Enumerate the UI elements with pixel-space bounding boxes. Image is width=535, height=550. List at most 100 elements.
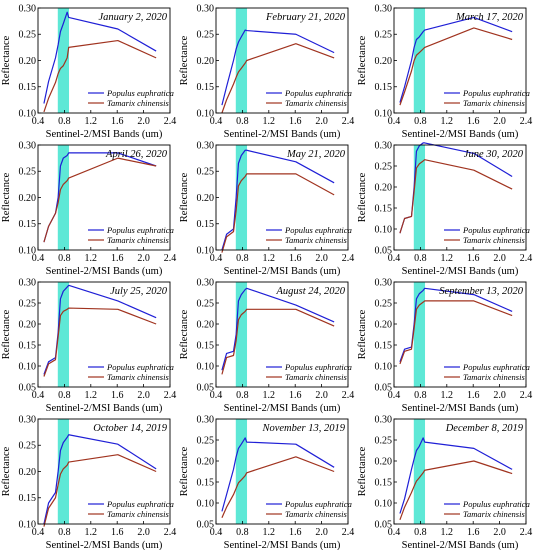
nir-band-highlight [413, 282, 426, 387]
y-tick-label: 0.25 [375, 161, 393, 172]
y-tick-label: 0.05 [19, 382, 37, 393]
y-tick-label: 0.30 [197, 414, 215, 425]
x-tick-label: 0.4 [32, 527, 45, 538]
y-tick-label: 0.15 [375, 203, 393, 214]
series-line [221, 287, 335, 371]
y-tick-label: 0.25 [19, 30, 37, 41]
y-tick-label: 0.05 [197, 519, 215, 530]
x-tick-label: 1.2 [263, 390, 276, 401]
y-tick-label: 0.15 [19, 219, 37, 230]
nir-band-highlight [235, 282, 248, 387]
x-tick-label: 2.0 [137, 390, 150, 401]
x-tick-label: 1.6 [467, 527, 480, 538]
y-tick-label: 0.25 [375, 435, 393, 446]
chart-panel: 0.10 0.15 0.20 0.25 0.30 0.4 0.8 1.2 1.6 2.0 2.4Se… [179, 140, 354, 277]
y-tick-label: 0.15 [375, 340, 393, 351]
x-axis-title: Sentinel-2/MSI Bands (um) [46, 266, 163, 277]
x-tick-label: 0.8 [236, 390, 249, 401]
series-line [221, 308, 335, 375]
panel-date-label: July 25, 2020 [110, 286, 168, 297]
legend-label: Tamarix chinensis [463, 372, 525, 382]
x-tick-label: 1.2 [441, 116, 454, 127]
legend-label: Populus euphratica [462, 88, 530, 98]
legend-label: Tamarix chinensis [463, 98, 525, 108]
x-tick-label: 1.2 [85, 390, 98, 401]
y-tick-label: 0.20 [19, 319, 37, 330]
x-tick-label: 2.0 [493, 527, 506, 538]
y-tick-label: 0.05 [375, 519, 393, 530]
nir-band-highlight [413, 145, 426, 250]
y-tick-label: 0.25 [19, 441, 37, 452]
x-tick-label: 1.6 [111, 527, 124, 538]
x-tick-label: 0.8 [236, 527, 249, 538]
x-tick-label: 0.4 [388, 116, 401, 127]
y-tick-label: 0.20 [197, 456, 215, 467]
panel-date-label: February 21, 2020 [265, 12, 346, 23]
y-tick-label: 0.20 [197, 319, 215, 330]
y-tick-label: 0.30 [375, 414, 393, 425]
legend-label: Populus euphratica [462, 362, 530, 372]
series-line [43, 284, 157, 375]
plot-frame [215, 281, 349, 388]
legend-label: Tamarix chinensis [107, 372, 169, 382]
x-axis-title: Sentinel-2/MSI Bands (um) [224, 129, 341, 140]
series-line [399, 16, 513, 103]
series-line [43, 39, 157, 113]
nir-band-highlight [57, 419, 70, 524]
x-tick-label: 1.6 [289, 116, 302, 127]
series-line [399, 437, 513, 514]
y-tick-label: 0.20 [19, 56, 37, 67]
y-tick-label: 0.30 [375, 140, 393, 151]
legend-label: Populus euphratica [462, 499, 530, 509]
x-tick-label: 0.8 [414, 527, 427, 538]
x-tick-label: 2.0 [137, 253, 150, 264]
y-axis-title: Reflectance [179, 309, 190, 359]
legend-label: Tamarix chinensis [463, 235, 525, 245]
x-tick-label: 1.6 [289, 527, 302, 538]
panel-date-label: January 2, 2020 [98, 12, 167, 23]
series-line [399, 287, 513, 363]
series-line [221, 456, 335, 518]
y-tick-label: 0.30 [197, 277, 215, 288]
x-tick-label: 1.2 [441, 527, 454, 538]
x-tick-label: 2.4 [164, 527, 177, 538]
x-tick-label: 1.2 [263, 527, 276, 538]
y-tick-label: 0.25 [19, 167, 37, 178]
y-tick-label: 0.10 [197, 108, 215, 119]
y-tick-label: 0.15 [19, 82, 37, 93]
nir-band-highlight [57, 8, 70, 113]
x-tick-label: 1.6 [467, 253, 480, 264]
y-tick-label: 0.20 [375, 319, 393, 330]
chart-panel: 0.05 0.10 0.15 0.20 0.25 0.30 0.4 0.8 1.2 1.6 2.0 2… [357, 140, 532, 277]
plot-frame [393, 144, 527, 251]
plot-frame [393, 281, 527, 388]
x-tick-label: 2.0 [137, 116, 150, 127]
y-tick-label: 0.05 [375, 382, 393, 393]
y-tick-label: 0.25 [197, 167, 215, 178]
y-tick-label: 0.10 [375, 224, 393, 235]
x-axis-title: Sentinel-2/MSI Bands (um) [402, 403, 519, 414]
y-tick-label: 0.15 [197, 82, 215, 93]
legend-label: Tamarix chinensis [107, 98, 169, 108]
y-tick-label: 0.10 [375, 498, 393, 509]
y-tick-label: 0.15 [197, 219, 215, 230]
x-axis-title: Sentinel-2/MSI Bands (um) [224, 540, 341, 550]
panel-date-label: September 13, 2020 [439, 286, 523, 297]
y-axis-title: Reflectance [1, 35, 12, 85]
chart-panel: 0.10 0.15 0.20 0.25 0.30 0.4 0.8 1.2 1.6 2.0 2.4Se… [179, 3, 354, 140]
y-tick-label: 0.10 [19, 108, 37, 119]
y-tick-label: 0.20 [197, 56, 215, 67]
x-tick-label: 0.8 [58, 116, 71, 127]
series-line [43, 11, 157, 104]
y-tick-label: 0.15 [197, 340, 215, 351]
legend-label: Tamarix chinensis [107, 235, 169, 245]
x-axis-title: Sentinel-2/MSI Bands (um) [46, 403, 163, 414]
legend-label: Populus euphratica [284, 88, 352, 98]
x-tick-label: 1.2 [85, 253, 98, 264]
